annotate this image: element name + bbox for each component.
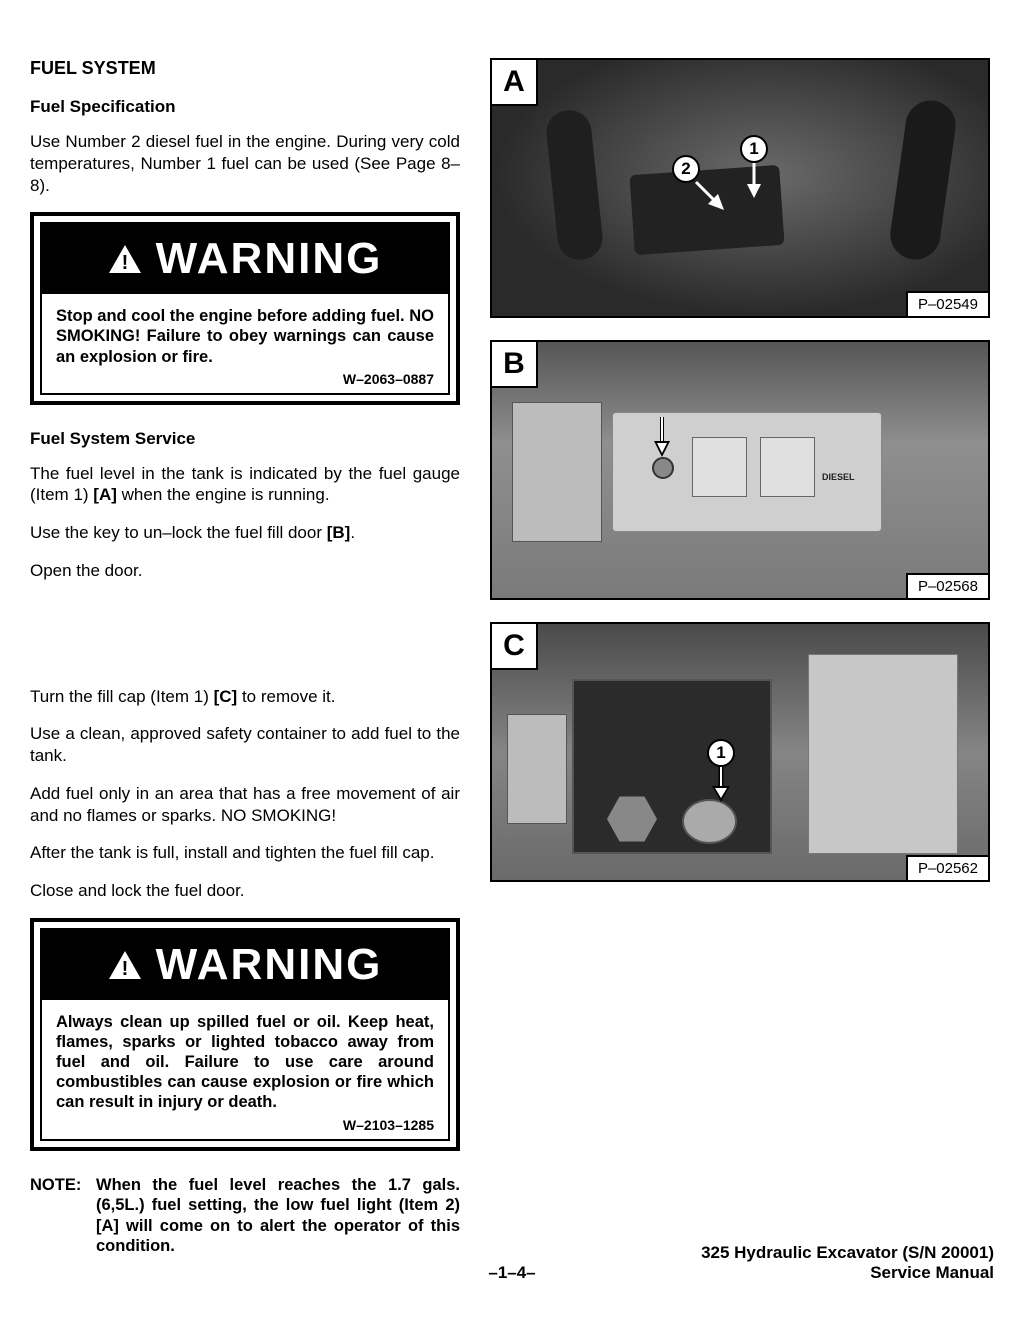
- spacer: [30, 598, 460, 686]
- footer-page-number: –1–4–: [488, 1263, 535, 1283]
- text-span: to remove it.: [237, 687, 335, 706]
- warning-header: ! WARNING: [42, 930, 448, 1000]
- warning-code-2: W–2103–1285: [56, 1117, 434, 1133]
- photo-detail: [808, 654, 958, 854]
- callout-circle: 1: [740, 135, 768, 163]
- warning-code-1: W–2063–0887: [56, 371, 434, 387]
- warning-inner: ! WARNING Always clean up spilled fuel o…: [40, 928, 450, 1141]
- text-span: .: [350, 523, 355, 542]
- figure-code: P–02562: [906, 855, 988, 880]
- footer-manual: Service Manual: [870, 1263, 994, 1282]
- warning-header: ! WARNING: [42, 224, 448, 294]
- ref-c: [C]: [214, 687, 238, 706]
- warning-box-1: ! WARNING Stop and cool the engine befor…: [30, 212, 460, 404]
- service-para-4: Turn the fill cap (Item 1) [C] to remove…: [30, 686, 460, 708]
- callout-arrow-icon: [709, 766, 733, 804]
- subsection-fuel-service-title: Fuel System Service: [30, 429, 460, 449]
- warning-inner: ! WARNING Stop and cool the engine befor…: [40, 222, 450, 394]
- photo-detail-cap: [682, 799, 737, 844]
- callout-arrow-icon: [692, 178, 732, 218]
- ref-a: [A]: [93, 485, 117, 504]
- service-para-3: Open the door.: [30, 560, 460, 582]
- callout-arrow-icon: [742, 160, 766, 200]
- text-span: Turn the fill cap (Item 1): [30, 687, 214, 706]
- service-para-7: After the tank is full, install and tigh…: [30, 842, 460, 864]
- callout-circle: 1: [707, 739, 735, 767]
- figure-code: P–02549: [906, 291, 988, 316]
- warning-box-2: ! WARNING Always clean up spilled fuel o…: [30, 918, 460, 1151]
- text-span: Use the key to un–lock the fuel fill doo…: [30, 523, 327, 542]
- warning-triangle-icon: !: [108, 244, 142, 274]
- figure-letter: A: [492, 60, 538, 106]
- figure-c: C 1 P–02562: [490, 622, 990, 882]
- callout-2: 2: [672, 155, 700, 183]
- warning-text-1: Stop and cool the engine before adding f…: [56, 306, 434, 366]
- service-para-8: Close and lock the fuel door.: [30, 880, 460, 902]
- ref-b: [B]: [327, 523, 351, 542]
- photo-detail: [512, 402, 602, 542]
- callout-1: 1: [740, 135, 768, 163]
- service-para-2: Use the key to un–lock the fuel fill doo…: [30, 522, 460, 544]
- section-title: FUEL SYSTEM: [30, 58, 460, 79]
- photo-detail: [692, 437, 747, 497]
- left-column: FUEL SYSTEM Fuel Specification Use Numbe…: [30, 58, 460, 1257]
- callout-arrow-icon: [650, 417, 674, 459]
- subsection-fuel-spec-title: Fuel Specification: [30, 97, 460, 117]
- photo-detail: [507, 714, 567, 824]
- diesel-label: DIESEL: [822, 472, 855, 482]
- figure-a: A 1 2 P–02549: [490, 58, 990, 318]
- figure-code: P–02568: [906, 573, 988, 598]
- photo-detail: [760, 437, 815, 497]
- right-column: A 1 2 P–02549 B DIESEL P–02568: [490, 58, 990, 1257]
- fuel-spec-paragraph: Use Number 2 diesel fuel in the engine. …: [30, 131, 460, 196]
- photo-detail: [572, 679, 772, 854]
- photo-detail-lock: [652, 457, 674, 479]
- warning-word: WARNING: [156, 234, 383, 284]
- svg-text:!: !: [121, 958, 128, 980]
- page-footer: –1–4– 325 Hydraulic Excavator (S/N 20001…: [30, 1243, 994, 1283]
- figure-letter: C: [492, 624, 538, 670]
- figure-b: B DIESEL P–02568: [490, 340, 990, 600]
- warning-word: WARNING: [156, 940, 383, 990]
- warning-text-2: Always clean up spilled fuel or oil. Kee…: [56, 1012, 434, 1113]
- text-span: when the engine is running.: [117, 485, 330, 504]
- callout-1: 1: [707, 739, 735, 767]
- callout-circle: 2: [672, 155, 700, 183]
- figure-letter: B: [492, 342, 538, 388]
- service-para-6: Add fuel only in an area that has a free…: [30, 783, 460, 827]
- service-para-1: The fuel level in the tank is indicated …: [30, 463, 460, 507]
- footer-right: 325 Hydraulic Excavator (S/N 20001) Serv…: [701, 1243, 994, 1283]
- warning-triangle-icon: !: [108, 950, 142, 980]
- service-para-5: Use a clean, approved safety container t…: [30, 723, 460, 767]
- footer-product: 325 Hydraulic Excavator (S/N 20001): [701, 1243, 994, 1262]
- warning-body: Always clean up spilled fuel or oil. Kee…: [42, 1000, 448, 1139]
- warning-body: Stop and cool the engine before adding f…: [42, 294, 448, 392]
- svg-text:!: !: [121, 252, 128, 274]
